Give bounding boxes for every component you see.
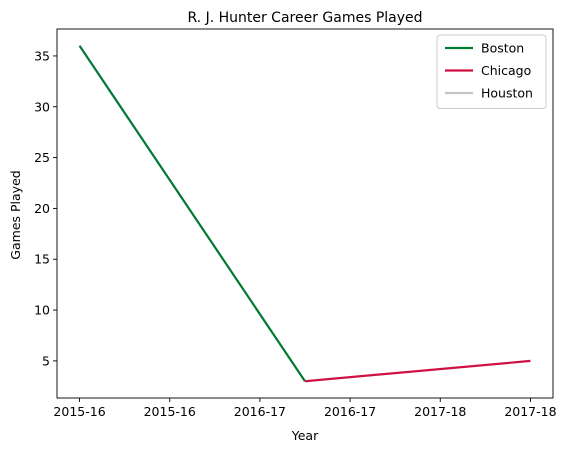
series-line-chicago [304, 359, 531, 383]
legend: Boston Chicago Houston [436, 34, 547, 109]
plot-lines [78, 45, 531, 383]
y-tick-label: 20 [34, 201, 50, 216]
x-tick-label: 2015-16 [144, 404, 196, 419]
y-tick-label: 25 [34, 150, 50, 165]
y-tick-label: 5 [42, 353, 50, 368]
legend-box [436, 34, 547, 109]
legend-entry-boston: Boston [481, 41, 524, 56]
x-axis-label: Year [291, 428, 319, 443]
x-tick-label: 2016-17 [324, 404, 376, 419]
x-tick-label: 2017-18 [414, 404, 466, 419]
legend-entry-houston: Houston [481, 86, 533, 101]
x-tick-label: 2015-16 [53, 404, 105, 419]
x-tick-label: 2017-18 [504, 404, 556, 419]
y-tick-label: 10 [34, 303, 50, 318]
plot-frame [56, 28, 554, 399]
chart-title: R. J. Hunter Career Games Played [187, 10, 422, 26]
y-axis-ticks: 5 10 15 20 25 30 35 [34, 48, 57, 368]
y-axis-label: Games Played [8, 170, 23, 259]
series-line-boston [78, 45, 306, 382]
legend-entry-chicago: Chicago [481, 63, 531, 78]
y-tick-label: 35 [34, 48, 50, 63]
x-axis-ticks: 2015-16 2015-16 2016-17 2016-17 2017-18 2017-… [53, 398, 557, 419]
y-tick-label: 30 [34, 99, 50, 114]
y-tick-label: 15 [34, 252, 50, 267]
x-tick-label: 2016-17 [234, 404, 286, 419]
